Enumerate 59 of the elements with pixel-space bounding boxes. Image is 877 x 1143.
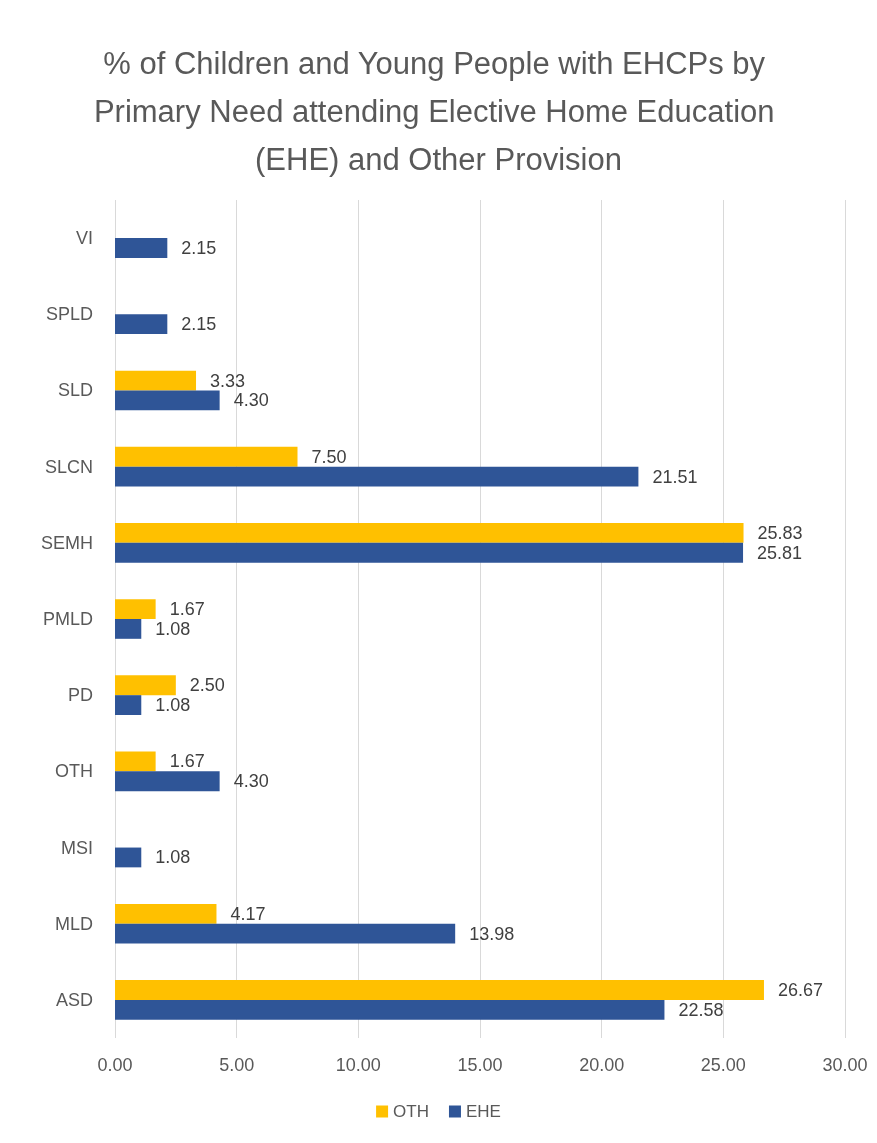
y-tick-label: MLD bbox=[54, 913, 93, 934]
bar bbox=[115, 523, 744, 543]
data-label: 7.50 bbox=[311, 446, 347, 467]
bar bbox=[115, 238, 168, 258]
data-label: 26.67 bbox=[777, 980, 824, 1001]
bar bbox=[115, 980, 764, 1000]
y-tick-label: ASD bbox=[55, 989, 93, 1010]
y-tick-label: SPLD bbox=[45, 304, 93, 325]
data-label: 1.08 bbox=[155, 618, 191, 639]
bar bbox=[115, 903, 217, 924]
data-label: 2.50 bbox=[189, 675, 225, 696]
chart-title: % of Children and Young People with EHCPs by Primary Need attending Elective Home Education (EHE) and Other Provision bbox=[93, 45, 784, 177]
bar bbox=[115, 675, 176, 696]
bar bbox=[115, 771, 220, 792]
data-label: 4.30 bbox=[233, 390, 269, 411]
y-tick-label: PMLD bbox=[42, 609, 93, 629]
data-label: 1.08 bbox=[155, 695, 191, 716]
data-label: 2.15 bbox=[181, 314, 217, 335]
data-label: 2.15 bbox=[181, 237, 217, 258]
bar bbox=[115, 542, 744, 563]
bar bbox=[115, 446, 298, 467]
y-tick-label: SLD bbox=[57, 380, 93, 401]
bar bbox=[115, 370, 197, 391]
data-label: 4.17 bbox=[230, 903, 266, 924]
bar bbox=[115, 695, 142, 715]
data-label: 1.08 bbox=[155, 847, 191, 868]
data-label: 22.58 bbox=[678, 999, 724, 1020]
x-tick-label: 25.00 bbox=[700, 1055, 746, 1075]
legend-label: OTH bbox=[393, 1102, 429, 1121]
data-label: 1.67 bbox=[169, 751, 205, 772]
bar bbox=[115, 751, 156, 772]
x-tick-label: 30.00 bbox=[822, 1055, 868, 1075]
x-tick-label: 0.00 bbox=[97, 1055, 133, 1075]
y-tick-label: SEMH bbox=[40, 532, 93, 553]
bar bbox=[115, 847, 142, 868]
y-tick-label: VI bbox=[75, 228, 93, 249]
legend-label: EHE bbox=[465, 1102, 501, 1121]
bar bbox=[115, 466, 639, 487]
data-label: 25.83 bbox=[757, 522, 803, 543]
x-tick-label: 15.00 bbox=[457, 1055, 503, 1075]
y-tick-label: SLCN bbox=[44, 456, 93, 477]
y-tick-label: MSI bbox=[60, 837, 93, 858]
x-tick-label: 20.00 bbox=[579, 1055, 625, 1075]
y-tick-label: OTH bbox=[55, 761, 93, 782]
data-label: 21.51 bbox=[652, 466, 698, 487]
bar bbox=[115, 923, 456, 944]
data-label: 1.67 bbox=[169, 599, 205, 620]
bar bbox=[115, 619, 142, 639]
data-label: 3.33 bbox=[210, 370, 246, 391]
data-label: 13.98 bbox=[469, 923, 515, 944]
y-tick-label: PD bbox=[67, 685, 93, 706]
x-tick-label: 5.00 bbox=[219, 1055, 255, 1075]
bar bbox=[115, 390, 220, 411]
bar bbox=[115, 999, 665, 1020]
bar bbox=[115, 599, 156, 619]
data-label: 25.81 bbox=[757, 542, 803, 563]
data-label: 4.30 bbox=[233, 771, 269, 792]
x-tick-label: 10.00 bbox=[335, 1055, 381, 1075]
bar bbox=[115, 314, 168, 335]
